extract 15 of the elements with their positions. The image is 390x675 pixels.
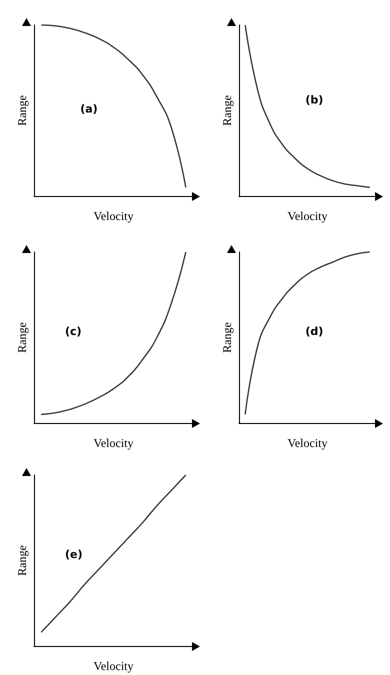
annotation: (a) — [80, 102, 98, 116]
annotation: (b) — [305, 94, 324, 107]
y-axis-title: Range — [220, 95, 234, 126]
annotation: (c) — [65, 325, 82, 338]
x-axis-title: Velocity — [288, 436, 328, 450]
x-axis-title: Velocity — [288, 209, 328, 223]
y-axis-title: Range — [220, 322, 234, 353]
y-axis-title: Range — [15, 545, 29, 576]
x-axis-title: Velocity — [94, 436, 134, 450]
annotation: (d) — [305, 325, 324, 338]
y-axis-title: Range — [15, 95, 29, 126]
x-axis-title: Velocity — [94, 209, 134, 223]
x-axis-title: Velocity — [94, 659, 134, 673]
y-axis-title: Range — [15, 322, 29, 353]
annotation: (e) — [65, 548, 83, 561]
